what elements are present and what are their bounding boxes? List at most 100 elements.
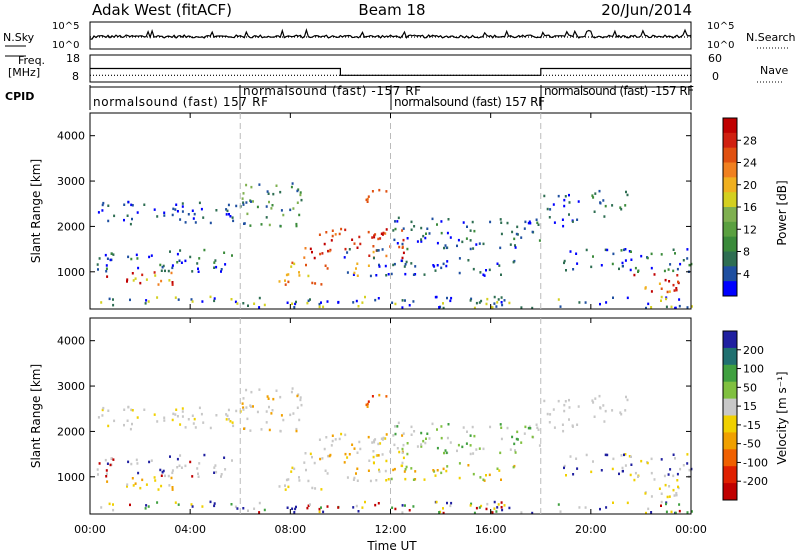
power-cell-84: [107, 204, 110, 207]
velocity-cell-579: [496, 506, 499, 509]
velocity-cell-17: [105, 472, 108, 475]
power-cell-251: [373, 256, 375, 260]
velocity-cell-28: [150, 459, 153, 462]
power-cell-384: [562, 224, 565, 228]
velocity-cell-150: [298, 418, 301, 422]
power-cell-466: [668, 290, 671, 293]
vel-cb-label-0: 200: [743, 344, 764, 357]
power-cell-435: [669, 263, 672, 266]
power-cell-305: [469, 229, 472, 232]
velocity-cell-226: [398, 450, 401, 454]
power-cell-422: [674, 252, 676, 255]
velocity-cell-85: [174, 413, 177, 416]
power-cell-12: [160, 279, 163, 283]
power-cell-213: [359, 242, 362, 246]
velocity-cell-356: [440, 471, 443, 475]
power-cell-234: [352, 273, 355, 276]
velocity-cell-272: [536, 426, 539, 429]
power-cell-65: [137, 266, 140, 270]
velocity-cell-110: [131, 409, 134, 412]
power-cell-70: [191, 209, 194, 212]
power-cell-244: [375, 274, 378, 277]
power-cell-104: [129, 222, 132, 226]
velocity-cell-511: [497, 503, 500, 506]
velocity-cell-68: [123, 423, 125, 427]
power-cell-100: [176, 210, 179, 213]
velocity-cell-414: [575, 457, 578, 460]
power-cell-343: [488, 268, 491, 272]
power-cell-349: [458, 271, 461, 275]
velocity-cell-560: [645, 511, 647, 515]
power-cell-20: [184, 259, 187, 263]
power-cb-swatch-9: [723, 251, 737, 267]
velocity-cell-236: [384, 469, 387, 473]
power-cell-445: [600, 264, 603, 267]
velocity-cell-445: [600, 469, 603, 472]
velocity-cell-160: [242, 397, 245, 400]
power-cell-62: [127, 255, 130, 259]
power-cell-231: [401, 229, 404, 232]
power-cell-56: [135, 253, 138, 257]
velocity-cell-409: [603, 420, 606, 423]
power-cell-296: [436, 223, 438, 226]
noise-right-tick-bottom: 10^0: [707, 40, 734, 51]
velocity-cell-473: [660, 492, 663, 495]
velocity-cell-359: [446, 465, 449, 468]
power-cell-467: [666, 290, 669, 294]
power-cell-240: [367, 264, 370, 267]
velocity-cell-30: [171, 471, 174, 475]
velocity-cell-265: [406, 452, 409, 456]
velocity-cell-522: [112, 503, 114, 506]
power-cell-576: [320, 301, 322, 304]
power-cell-87: [127, 200, 130, 204]
power-cell-118: [231, 216, 234, 219]
power-cell-584: [491, 306, 494, 309]
velocity-cell-376: [568, 406, 571, 409]
power-cell-487: [364, 295, 366, 299]
power-cell-380: [577, 200, 580, 203]
velocity-cell-329: [422, 439, 425, 443]
vel-cb-label-1: 100: [743, 363, 764, 376]
power-cell-331: [396, 242, 399, 245]
velocity-cell-476: [664, 483, 667, 487]
velocity-cell-54: [160, 474, 163, 477]
power-cell-153: [279, 190, 282, 194]
velocity-cell-584: [491, 511, 494, 514]
power-cell-339: [405, 260, 408, 264]
power-cell-270: [420, 226, 423, 230]
power-cell-111: [102, 201, 105, 205]
power-cell-317: [506, 221, 509, 225]
velocity-cell-539: [412, 505, 415, 508]
power-cell-276: [413, 225, 416, 228]
power-cell-132: [246, 212, 249, 216]
velocity-cell-494: [660, 500, 663, 504]
power-cell-502: [493, 302, 496, 305]
vel-cb-label-7: -200: [743, 475, 768, 488]
power-cell-266: [469, 247, 472, 251]
power-cell-533: [674, 306, 677, 310]
velocity-cell-128: [265, 410, 268, 413]
velocity-cell-460: [676, 479, 679, 482]
power-cell-367: [412, 273, 415, 276]
velocity-cell-6: [170, 476, 173, 480]
power-cell-230: [313, 256, 316, 260]
power-cell-61: [203, 248, 206, 252]
velocity-cell-305: [469, 434, 472, 437]
velocity-cell-71: [136, 416, 139, 419]
power-cell-306: [514, 246, 517, 249]
power-cell-22: [223, 251, 226, 254]
velocity-cell-197: [379, 442, 382, 445]
velocity-cell-12: [160, 484, 163, 488]
velocity-cell-138: [266, 395, 269, 398]
power-cell-447: [624, 248, 627, 251]
power-cell-81: [235, 204, 238, 208]
power-cell-465: [675, 287, 678, 290]
velocity-cell-15: [141, 478, 144, 482]
power-cell-299: [537, 223, 540, 226]
velocity-cell-428: [630, 463, 633, 466]
power-cell-383: [548, 216, 551, 219]
power-cb-swatch-2: [723, 147, 737, 163]
velocity-cell-435: [669, 468, 672, 471]
power-cell-79: [198, 201, 201, 205]
velocity-colorbar-label: Velocity [m s⁻¹]: [775, 371, 789, 464]
